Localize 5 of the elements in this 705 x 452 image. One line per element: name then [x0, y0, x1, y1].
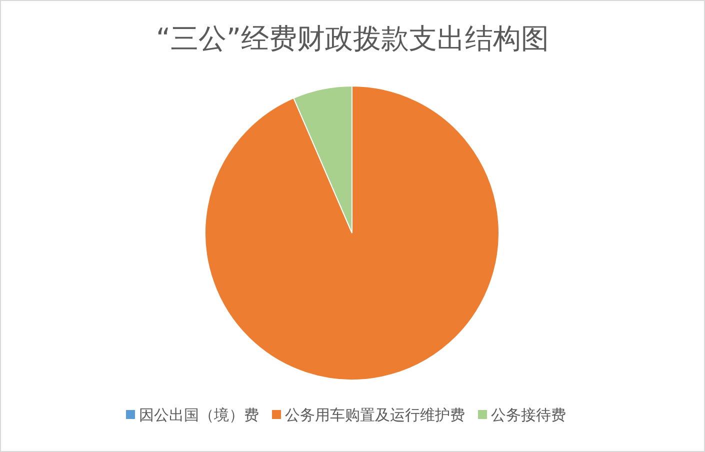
legend-label: 公务接待费	[491, 406, 566, 424]
legend-label: 因公出国（境）费	[139, 406, 259, 424]
pie-slice	[204, 86, 500, 380]
legend-label: 公务用车购置及运行维护费	[285, 406, 465, 424]
chart-title: “三公”经费财政拨款支出结构图	[156, 22, 550, 55]
